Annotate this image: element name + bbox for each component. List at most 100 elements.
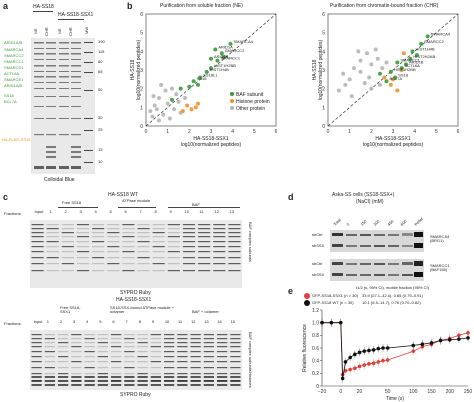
panel-a-header-ss18: HA-SS18 [33,4,54,10]
gel-band [213,270,226,272]
scatter-point [228,41,233,46]
scatter-x-tick: 1 [166,129,169,135]
scatter-point [159,82,164,87]
panel-a-label: a [3,1,9,11]
gel-band [152,228,165,230]
frap-x-tick-label: 100 [409,389,418,395]
gel-band [31,241,44,243]
gel-band [31,251,44,253]
scatter-x-tick: 5 [435,129,438,135]
gel-band [190,373,201,375]
gel-band-histone [124,380,135,382]
gel-band [97,334,108,336]
gel-band [58,334,69,336]
frap-point [367,348,371,353]
gel-band [111,346,122,348]
scatter-point [148,109,153,114]
gel-band [152,270,165,272]
gel-band-histone [230,380,241,382]
gel-band-histone [137,380,148,382]
panel-a-header-ss18-ssx1: HA-SS18-SSX1 [58,12,94,18]
gel-band [137,351,148,353]
gel-band [46,246,59,248]
gel-band-histone [164,384,175,386]
gel-band [97,367,108,369]
scatter-point [349,94,354,99]
gel-band [217,346,228,348]
panel-e-legend-wt: GFP-SS18 WT (n = 30) [312,300,354,305]
gel-band-histone [111,380,122,382]
gel-band [164,342,175,344]
gel-band [137,251,150,253]
gel-band [137,236,150,238]
scatter-point [189,107,194,112]
gel-band [92,232,105,234]
lane-label: 9 [169,209,172,214]
scatter-point-label: SS18 [197,76,208,81]
panel-a-caption: Colloidal Blue [44,177,75,183]
scatter-point [196,82,200,87]
protein-label-arid1ab-2: ARID1A/B- [4,83,24,88]
gel-band-histone [58,380,69,382]
gel-band [97,351,108,353]
gel-band [137,232,150,234]
gel-band-histone [31,376,42,378]
gel-band [61,246,74,248]
gel-band [84,338,95,340]
lane-label: 8 [154,209,157,214]
gel-band [182,232,196,234]
gel-band [167,246,180,248]
gel-band-histone [137,384,148,386]
frap-point [429,341,434,345]
gel-band [198,232,211,234]
blot-column-label: 300 [372,218,381,227]
gel-band [71,373,82,375]
frap-y-tick-label: 0.4 [312,358,319,364]
gel-band [31,367,42,369]
panel-e-legend-header: t1/2 (s, 95% CI), mobile fraction (95% C… [356,285,429,290]
panel-c-bottom-stain: SYPRO Ruby [120,392,151,398]
panel-e-stats-wt: 10.1 (6.9–14.7), 0.76 (0.70–0.82) [362,300,421,305]
gel-band [76,228,90,230]
gel-band [97,342,108,344]
scatter-point-label: SMARCC1 [400,58,420,63]
gel-band [107,251,120,253]
gel-band-histone [124,384,135,386]
gel-band [111,356,122,358]
gel-band [230,351,241,353]
scatter-point [404,62,408,67]
gel-band [97,338,108,340]
frap-x-tick-label: 0 [339,389,342,395]
scatter-x-tick: 4 [413,129,416,135]
gel-band [58,373,69,375]
panel-c-bottom-group-atpase: SS18-SSX-bound ATPase module + octamer [110,305,175,314]
gel-band [182,263,196,265]
lane-label: 10 [184,209,189,214]
gel-band [58,351,69,353]
gel-band [190,338,201,340]
gel-band [71,361,82,363]
gel-band [198,251,211,253]
gel-band [122,224,135,226]
gel-band [71,346,82,348]
panel-c-top-title: HA-SS18 WT [108,192,139,198]
frap-point [381,346,385,350]
panel-a-lane-chr-2: CHR [68,27,73,36]
gel-band [61,232,74,234]
lane-label: Input [34,209,44,214]
gel-band [31,224,44,226]
scatter-y-tick: 1 [322,105,325,111]
gel-band [92,228,105,230]
scatter-legend-label: BAF subunit [236,92,264,98]
lane-label: 2 [64,209,67,214]
scatter-point [196,101,200,106]
gel-band-histone [84,376,95,378]
gel-band [217,334,228,336]
scatter-y-tick: 0 [140,124,143,130]
gel-band [217,356,228,358]
scatter-point [185,103,190,108]
scatter-point [352,66,356,71]
scatter-point [204,69,209,74]
gel-band [111,342,122,344]
gel-band [97,373,108,375]
